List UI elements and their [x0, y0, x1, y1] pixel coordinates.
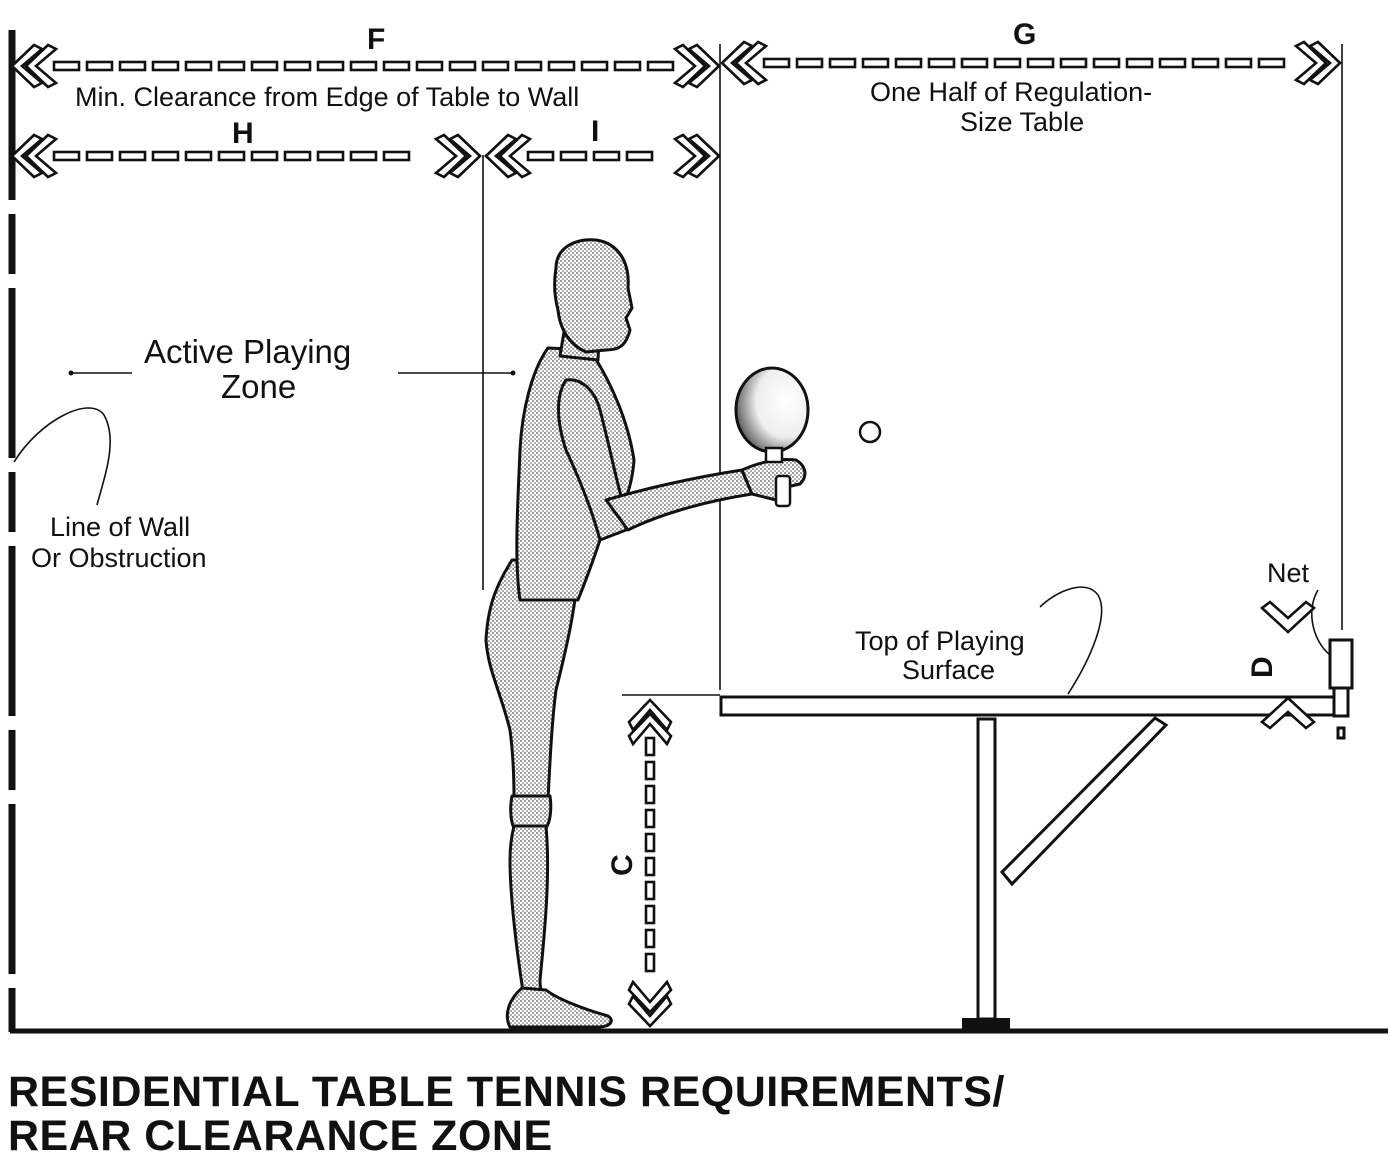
label-D: D	[1246, 656, 1279, 678]
player-figure	[484, 238, 807, 1029]
label-C: C	[606, 854, 639, 876]
playing-surface-label-line2: Surface	[902, 655, 995, 685]
label-I: I	[591, 115, 599, 148]
net-clamp	[1332, 686, 1350, 718]
label-F: F	[367, 23, 385, 56]
dimension-arrow-C	[627, 698, 673, 1028]
net-callout-curve	[1310, 589, 1331, 656]
table-top	[719, 695, 1336, 717]
wall-label-line2: Or Obstruction	[31, 543, 207, 573]
dimension-arrow-I	[484, 133, 721, 179]
dimension-arrow-D-bottom	[1259, 696, 1317, 730]
dimension-arrow-G	[720, 40, 1342, 86]
net-post	[1328, 638, 1354, 690]
active-zone-label-line2: Zone	[221, 368, 296, 405]
surface-callout-curve	[1039, 586, 1103, 695]
wall-label-line1: Line of Wall	[50, 512, 190, 542]
label-H: H	[232, 117, 254, 150]
playing-surface-label-line1: Top of Playing	[855, 626, 1025, 656]
net-screw	[1336, 726, 1346, 740]
min-clearance-label: Min. Clearance from Edge of Table to Wal…	[75, 82, 579, 112]
one-half-table-label-line2: Size Table	[960, 107, 1084, 137]
active-zone-label-line1: Active Playing	[144, 333, 351, 370]
label-G: G	[1013, 18, 1036, 51]
title-line1: RESIDENTIAL TABLE TENNIS REQUIREMENTS/	[8, 1068, 1005, 1116]
ball	[858, 420, 882, 444]
title-line2: REAR CLEARANCE ZONE	[8, 1112, 553, 1159]
table-leg-foot	[962, 1018, 1010, 1030]
dimension-arrow-F	[10, 43, 721, 89]
dimension-arrow-D-top	[1259, 600, 1317, 634]
net-label: Net	[1267, 558, 1310, 588]
dimension-arrow-H	[10, 133, 482, 179]
one-half-table-label-line1: One Half of Regulation-	[870, 77, 1152, 107]
table-leg	[976, 717, 997, 1021]
table-brace	[999, 716, 1169, 887]
wall-callout-curve	[13, 407, 111, 506]
paddle	[734, 366, 810, 508]
